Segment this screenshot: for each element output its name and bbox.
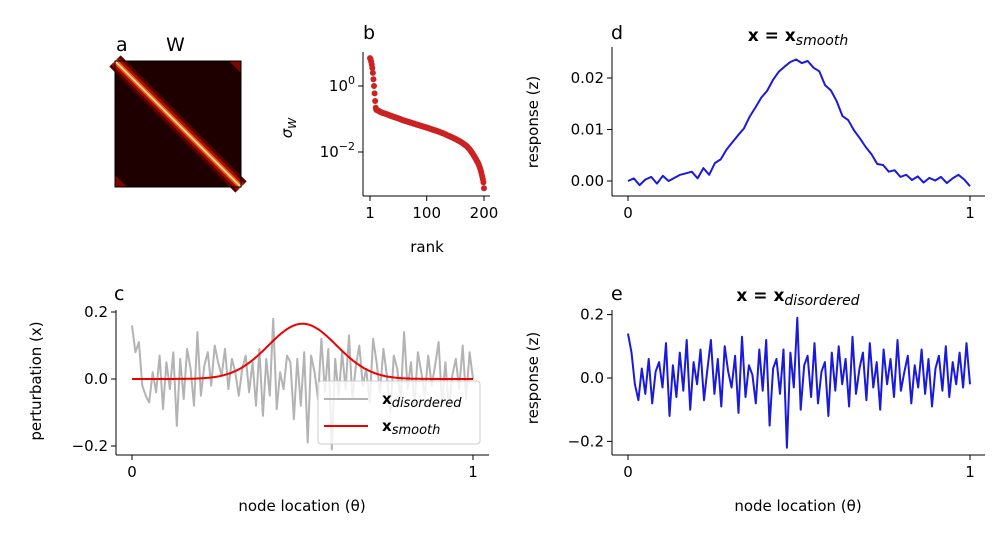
c-x-tick-label: 0	[127, 463, 137, 481]
e-y-tick-label: −0.2	[568, 432, 604, 450]
e-y-tick-label: 0.2	[580, 306, 604, 324]
panel-d-smooth-response: 0 1 0.02 0.01 0.00	[571, 47, 985, 222]
d-y-tick-label: 0.01	[571, 121, 604, 139]
c-legend: xdisordered xsmooth	[317, 380, 481, 445]
d-x-tick-label: 0	[623, 204, 633, 222]
heatmap-corner-bottom-left	[115, 175, 127, 187]
panel-e-disordered-response: 0 1 0.2 0.0 −0.2	[568, 306, 985, 481]
disordered-response-line	[627, 316, 971, 449]
d-y-tick-label: 0.02	[571, 69, 604, 87]
b-ylabel-sigma: σ	[278, 128, 296, 138]
legend-label-smooth: xsmooth	[382, 417, 440, 438]
c-xlabel: node location (θ)	[238, 497, 365, 515]
heatmap-title: W	[166, 34, 185, 56]
panel-label-a: a	[116, 34, 128, 56]
singular-value-point	[371, 83, 378, 89]
singular-value-point	[369, 65, 376, 72]
heatmap-w	[109, 55, 247, 193]
b-ylabel-sub: W	[286, 117, 299, 129]
heatmap-corner-top-right	[229, 61, 241, 73]
panel-label-d: d	[611, 22, 623, 44]
c-y-tick-label: 0.2	[84, 303, 108, 321]
panel-c-perturbations: 0 1 0.2 0.0 −0.2	[72, 303, 489, 481]
smooth-perturbation-line	[132, 322, 473, 380]
e-y-tick-label: 0.0	[580, 369, 604, 387]
panel-label-e: e	[611, 283, 623, 305]
b-ylabel: σW	[278, 117, 299, 139]
panel-label-b: b	[363, 22, 375, 44]
heatmap-frame	[114, 60, 242, 188]
c-ylabel: perturbation (x)	[27, 321, 45, 440]
singular-value-point	[370, 76, 377, 83]
legend-label-disordered: xdisordered	[382, 390, 462, 411]
b-x-tick-label: 1	[365, 204, 375, 222]
e-x-tick-label: 0	[623, 463, 633, 481]
d-title: x = xsmooth	[748, 26, 848, 49]
singular-value-point	[481, 185, 487, 192]
singular-value-point	[372, 98, 379, 105]
e-ylabel: response (z)	[524, 332, 542, 424]
singular-value-point	[369, 69, 376, 76]
e-title: x = xdisordered	[736, 286, 859, 309]
b-x-tick-label: 100	[412, 204, 441, 222]
panel-label-c: c	[114, 283, 124, 305]
singular-value-point	[371, 90, 378, 97]
b-y-tick-label: 10−2	[320, 140, 355, 161]
singular-value-point	[480, 179, 487, 186]
d-ylabel: response (z)	[524, 76, 542, 168]
c-x-tick-label: 1	[468, 463, 478, 481]
b-y-tick-label: 100	[329, 74, 355, 95]
d-x-tick-label: 1	[965, 204, 975, 222]
c-y-tick-label: −0.2	[72, 437, 108, 455]
smooth-response-line	[627, 58, 971, 187]
c-y-tick-label: 0.0	[84, 370, 108, 388]
panel-b-singular-values: 1 100 200 100 10−2	[320, 52, 499, 222]
heatmap-band-core	[114, 60, 242, 188]
e-xlabel: node location (θ)	[734, 497, 861, 515]
legend-box	[317, 380, 481, 445]
e-x-tick-label: 1	[965, 463, 975, 481]
b-x-tick-label: 200	[470, 204, 499, 222]
b-xlabel: rank	[410, 238, 444, 256]
d-y-tick-label: 0.00	[571, 172, 604, 190]
